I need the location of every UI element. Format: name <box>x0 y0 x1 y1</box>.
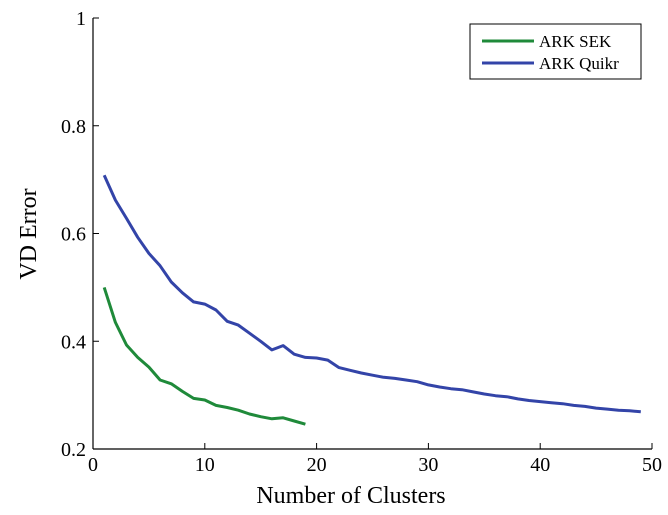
x-tick-label: 50 <box>642 454 662 476</box>
x-tick-label: 40 <box>530 454 550 476</box>
legend-label-ark-quikr: ARK Quikr <box>539 54 619 73</box>
x-tick-label: 0 <box>88 454 98 476</box>
x-tick-label: 10 <box>195 454 215 476</box>
legend: ARK SEK ARK Quikr <box>469 23 642 80</box>
y-tick-label: 0.8 <box>61 116 86 138</box>
series-group <box>102 174 641 426</box>
series-line-ark-sek <box>102 286 306 426</box>
x-axis-title: Number of Clusters <box>256 483 445 509</box>
legend-box <box>469 23 642 80</box>
y-tick-label: 1 <box>76 8 86 30</box>
x-ticks: 0 10 20 30 40 50 <box>88 443 662 476</box>
y-tick-label: 0.6 <box>61 224 86 246</box>
y-axis-title: VD Error <box>16 188 42 279</box>
legend-label-ark-sek: ARK SEK <box>539 32 612 51</box>
y-tick-label: 0.4 <box>61 331 86 353</box>
x-tick-label: 20 <box>307 454 327 476</box>
x-tick-label: 30 <box>418 454 438 476</box>
y-tick-label: 0.2 <box>61 439 86 461</box>
y-ticks: 0.2 0.4 0.6 0.8 1 <box>61 8 99 461</box>
series-line-ark-quikr <box>102 174 641 414</box>
